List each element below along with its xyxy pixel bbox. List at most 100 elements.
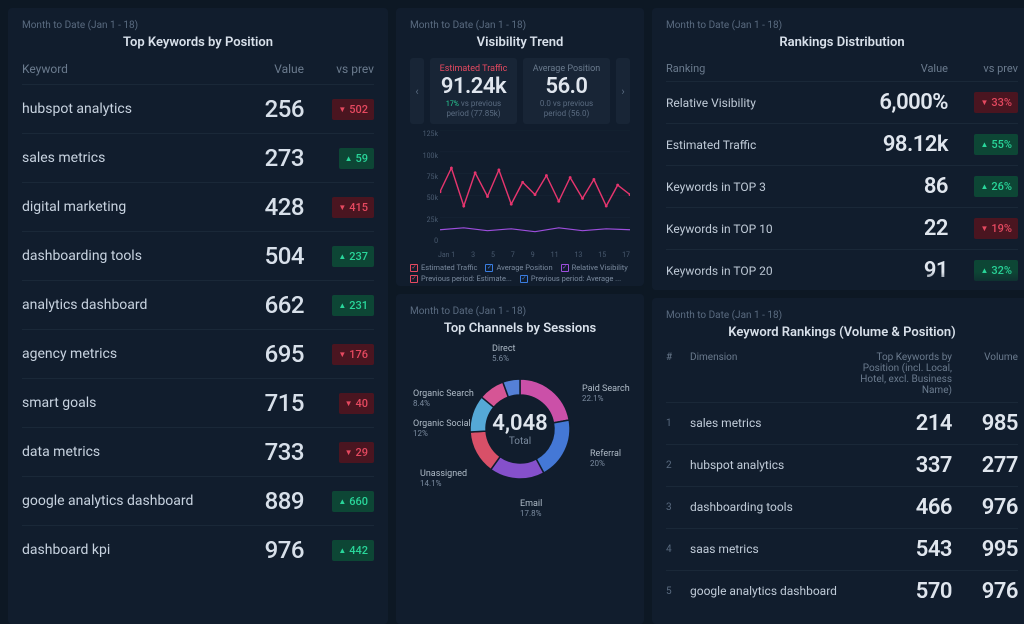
table-row[interactable]: 3dashboarding tools466976: [666, 486, 1018, 528]
table-row[interactable]: Keywords in TOP 102219%: [666, 207, 1018, 249]
table-head: Ranking Value vs prev: [666, 58, 1018, 81]
legend-checkbox: [410, 275, 418, 283]
keyword-cell: smart goals: [22, 395, 224, 411]
table-body: Relative Visibility6,000%33%Estimated Tr…: [666, 81, 1018, 290]
volume-cell: 976: [958, 495, 1018, 520]
x-axis: Jan 1357911131517: [410, 249, 630, 263]
row-index: 3: [666, 502, 684, 513]
chart-svg: [440, 130, 630, 239]
table-row[interactable]: hubspot analytics256502: [22, 84, 374, 133]
ranking-label: Keywords in TOP 10: [666, 222, 858, 236]
table-row[interactable]: 5google analytics dashboard570976: [666, 570, 1018, 612]
nav-next[interactable]: ›: [616, 58, 630, 124]
table-head: Keyword Value vs prev: [22, 58, 374, 84]
row-index: 2: [666, 460, 684, 471]
delta-badge: 55%: [974, 134, 1018, 155]
delta-badge: 502: [332, 99, 374, 120]
nav-prev[interactable]: ‹: [410, 58, 424, 124]
delta-badge: 660: [332, 491, 374, 512]
value-cell: 976: [224, 536, 304, 564]
legend-item[interactable]: Previous period: Relative...: [410, 285, 509, 286]
value-cell: 6,000%: [858, 90, 948, 115]
legend-label: Estimated Traffic: [421, 263, 477, 272]
dimension-cell: saas metrics: [690, 543, 886, 557]
keyword-cell: hubspot analytics: [22, 101, 224, 117]
col-num: #: [666, 352, 684, 396]
legend-label: Previous period: Estimate...: [421, 274, 512, 283]
date-range: Month to Date (Jan 1 - 18): [666, 310, 1018, 321]
panel-channels: Month to Date (Jan 1 - 18) Top Channels …: [396, 294, 644, 624]
keyword-cell: data metrics: [22, 444, 224, 460]
panel-keyword-rankings: Month to Date (Jan 1 - 18) Keyword Ranki…: [652, 298, 1024, 624]
metric-card[interactable]: Estimated Traffic 91.24k 17% vs previous…: [430, 58, 517, 124]
legend-checkbox: [520, 275, 528, 283]
metric-card[interactable]: Average Position 56.0 0.0 vs previous pe…: [523, 58, 610, 124]
legend-checkbox: [561, 264, 569, 272]
value-cell: 733: [224, 438, 304, 466]
col-vsprev: vs prev: [948, 62, 1018, 75]
table-row[interactable]: smart goals71540: [22, 378, 374, 427]
legend-item[interactable]: Relative Visibility: [561, 263, 628, 272]
legend-item[interactable]: Previous period: Average ...: [520, 274, 621, 283]
keyword-cell: dashboarding tools: [22, 248, 224, 264]
col-value: Value: [858, 62, 948, 75]
dimension-cell: sales metrics: [690, 417, 886, 431]
table-row[interactable]: 2hubspot analytics337277: [666, 444, 1018, 486]
position-cell: 214: [892, 411, 952, 436]
table-row[interactable]: dashboarding tools504237: [22, 231, 374, 280]
position-cell: 466: [892, 495, 952, 520]
keyword-cell: analytics dashboard: [22, 297, 224, 313]
legend-item[interactable]: Average Position: [485, 263, 552, 272]
table-row[interactable]: dashboard kpi976442: [22, 525, 374, 574]
value-cell: 662: [224, 291, 304, 319]
legend-item[interactable]: Estimated Traffic: [410, 263, 477, 272]
delta-badge: 29: [339, 442, 374, 463]
delta-badge: 40: [339, 393, 374, 414]
panel-keywords: Month to Date (Jan 1 - 18) Top Keywords …: [8, 8, 388, 624]
volume-cell: 985: [958, 411, 1018, 436]
value-cell: 428: [224, 193, 304, 221]
table-row[interactable]: analytics dashboard662231: [22, 280, 374, 329]
table-row[interactable]: agency metrics695176: [22, 329, 374, 378]
row-index: 1: [666, 418, 684, 429]
table-row[interactable]: Relative Visibility6,000%33%: [666, 81, 1018, 123]
volume-cell: 995: [958, 537, 1018, 562]
table-row[interactable]: data metrics733 29: [22, 427, 374, 476]
dashboard: Month to Date (Jan 1 - 18) Top Keywords …: [0, 0, 1024, 576]
table-row[interactable]: sales metrics27359: [22, 133, 374, 182]
legend-item[interactable]: Previous period: Estimate...: [410, 274, 512, 283]
table-row[interactable]: Estimated Traffic98.12k55%: [666, 123, 1018, 165]
keyword-cell: digital marketing: [22, 199, 224, 215]
metric-label: Estimated Traffic: [438, 64, 509, 74]
col-keyword: Keyword: [22, 62, 224, 76]
row-index: 4: [666, 544, 684, 555]
col-mid: Month to Date (Jan 1 - 18) Visibility Tr…: [396, 8, 644, 624]
segment-label: Organic Social12%: [413, 419, 471, 440]
y-axis: 125k100k75k50k25k0: [410, 130, 438, 245]
panel-title: Rankings Distribution: [666, 35, 1018, 50]
table-row[interactable]: 4 saas metrics 543995: [666, 528, 1018, 570]
keyword-cell: google analytics dashboard: [22, 493, 224, 509]
dimension-cell: hubspot analytics: [690, 459, 886, 473]
table-row[interactable]: digital marketing428415: [22, 182, 374, 231]
table-row[interactable]: Keywords in TOP 38626%: [666, 165, 1018, 207]
delta-badge: 176: [332, 344, 374, 365]
donut-total-label: Total: [492, 436, 547, 447]
legend-label: Previous period: Relative...: [421, 285, 509, 286]
keyword-cell: sales metrics: [22, 150, 224, 166]
position-cell: 543: [892, 537, 952, 562]
segment-label: Paid Search22.1%: [582, 384, 630, 405]
legend-label: Average Position: [496, 263, 552, 272]
donut-chart: 4,048 Total Paid Search22.1%Referral20%E…: [410, 344, 630, 514]
value-cell: 889: [224, 487, 304, 515]
segment-label: Direct5.6%: [492, 344, 516, 365]
value-cell: 273: [224, 144, 304, 172]
table-row[interactable]: 1 sales metrics 214985: [666, 402, 1018, 444]
col-value: Value: [224, 62, 304, 76]
keyword-cell: dashboard kpi: [22, 542, 224, 558]
date-range: Month to Date (Jan 1 - 18): [22, 20, 374, 31]
date-range: Month to Date (Jan 1 - 18): [410, 20, 630, 31]
col-ranking: Ranking: [666, 62, 858, 75]
segment-label: Email17.8%: [520, 499, 542, 520]
table-row[interactable]: google analytics dashboard889 660: [22, 476, 374, 525]
